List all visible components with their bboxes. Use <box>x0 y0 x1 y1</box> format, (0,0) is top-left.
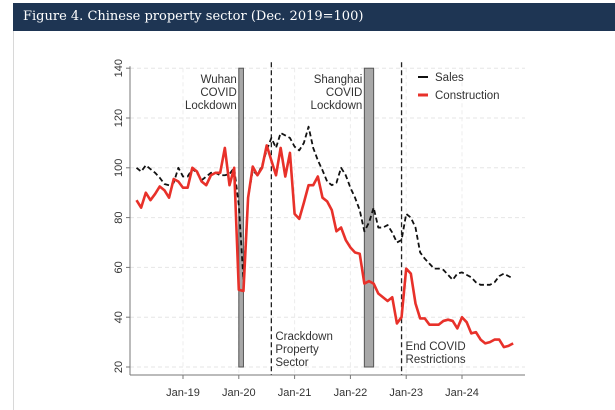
event-line-label: Property <box>275 344 319 356</box>
shaded-period-label: Wuhan <box>201 74 237 86</box>
legend-label: Sales <box>435 72 464 84</box>
event-line-label: Restrictions <box>406 354 466 366</box>
shaded-period-label: COVID <box>326 87 362 99</box>
shaded-period-label: COVID <box>200 87 236 99</box>
x-tick-label: Jan-21 <box>278 387 312 399</box>
event-line-label: Sector <box>275 357 308 369</box>
event-line-label: Crackdown <box>275 331 333 343</box>
legend-label: Construction <box>435 90 500 102</box>
y-tick-label: 20 <box>113 361 125 373</box>
y-tick-label: 140 <box>113 59 125 77</box>
x-tick-label: Jan-20 <box>222 387 256 399</box>
y-tick-label: 40 <box>113 311 125 323</box>
figure-title: Figure 4. Chinese property sector (Dec. … <box>23 9 364 24</box>
y-tick-label: 100 <box>113 159 125 177</box>
shaded-period <box>363 67 375 368</box>
x-tick-label: Jan-22 <box>334 387 368 399</box>
x-tick-label: Jan-19 <box>166 387 200 399</box>
y-tick-label: 120 <box>113 109 125 127</box>
series-line-construction <box>135 144 514 349</box>
x-tick-label: Jan-23 <box>389 387 423 399</box>
shaded-period-label: Shanghai <box>314 74 363 86</box>
shaded-period-label: Lockdown <box>311 100 363 112</box>
figure-panel <box>13 31 615 410</box>
x-tick-label: Jan-24 <box>445 387 479 399</box>
event-line-label: End COVID <box>406 341 466 353</box>
y-tick-label: 80 <box>113 211 125 223</box>
y-tick-label: 60 <box>113 261 125 273</box>
figure-header: Figure 4. Chinese property sector (Dec. … <box>13 3 615 31</box>
series-line-sales <box>135 125 514 286</box>
shaded-period-label: Lockdown <box>185 100 237 112</box>
